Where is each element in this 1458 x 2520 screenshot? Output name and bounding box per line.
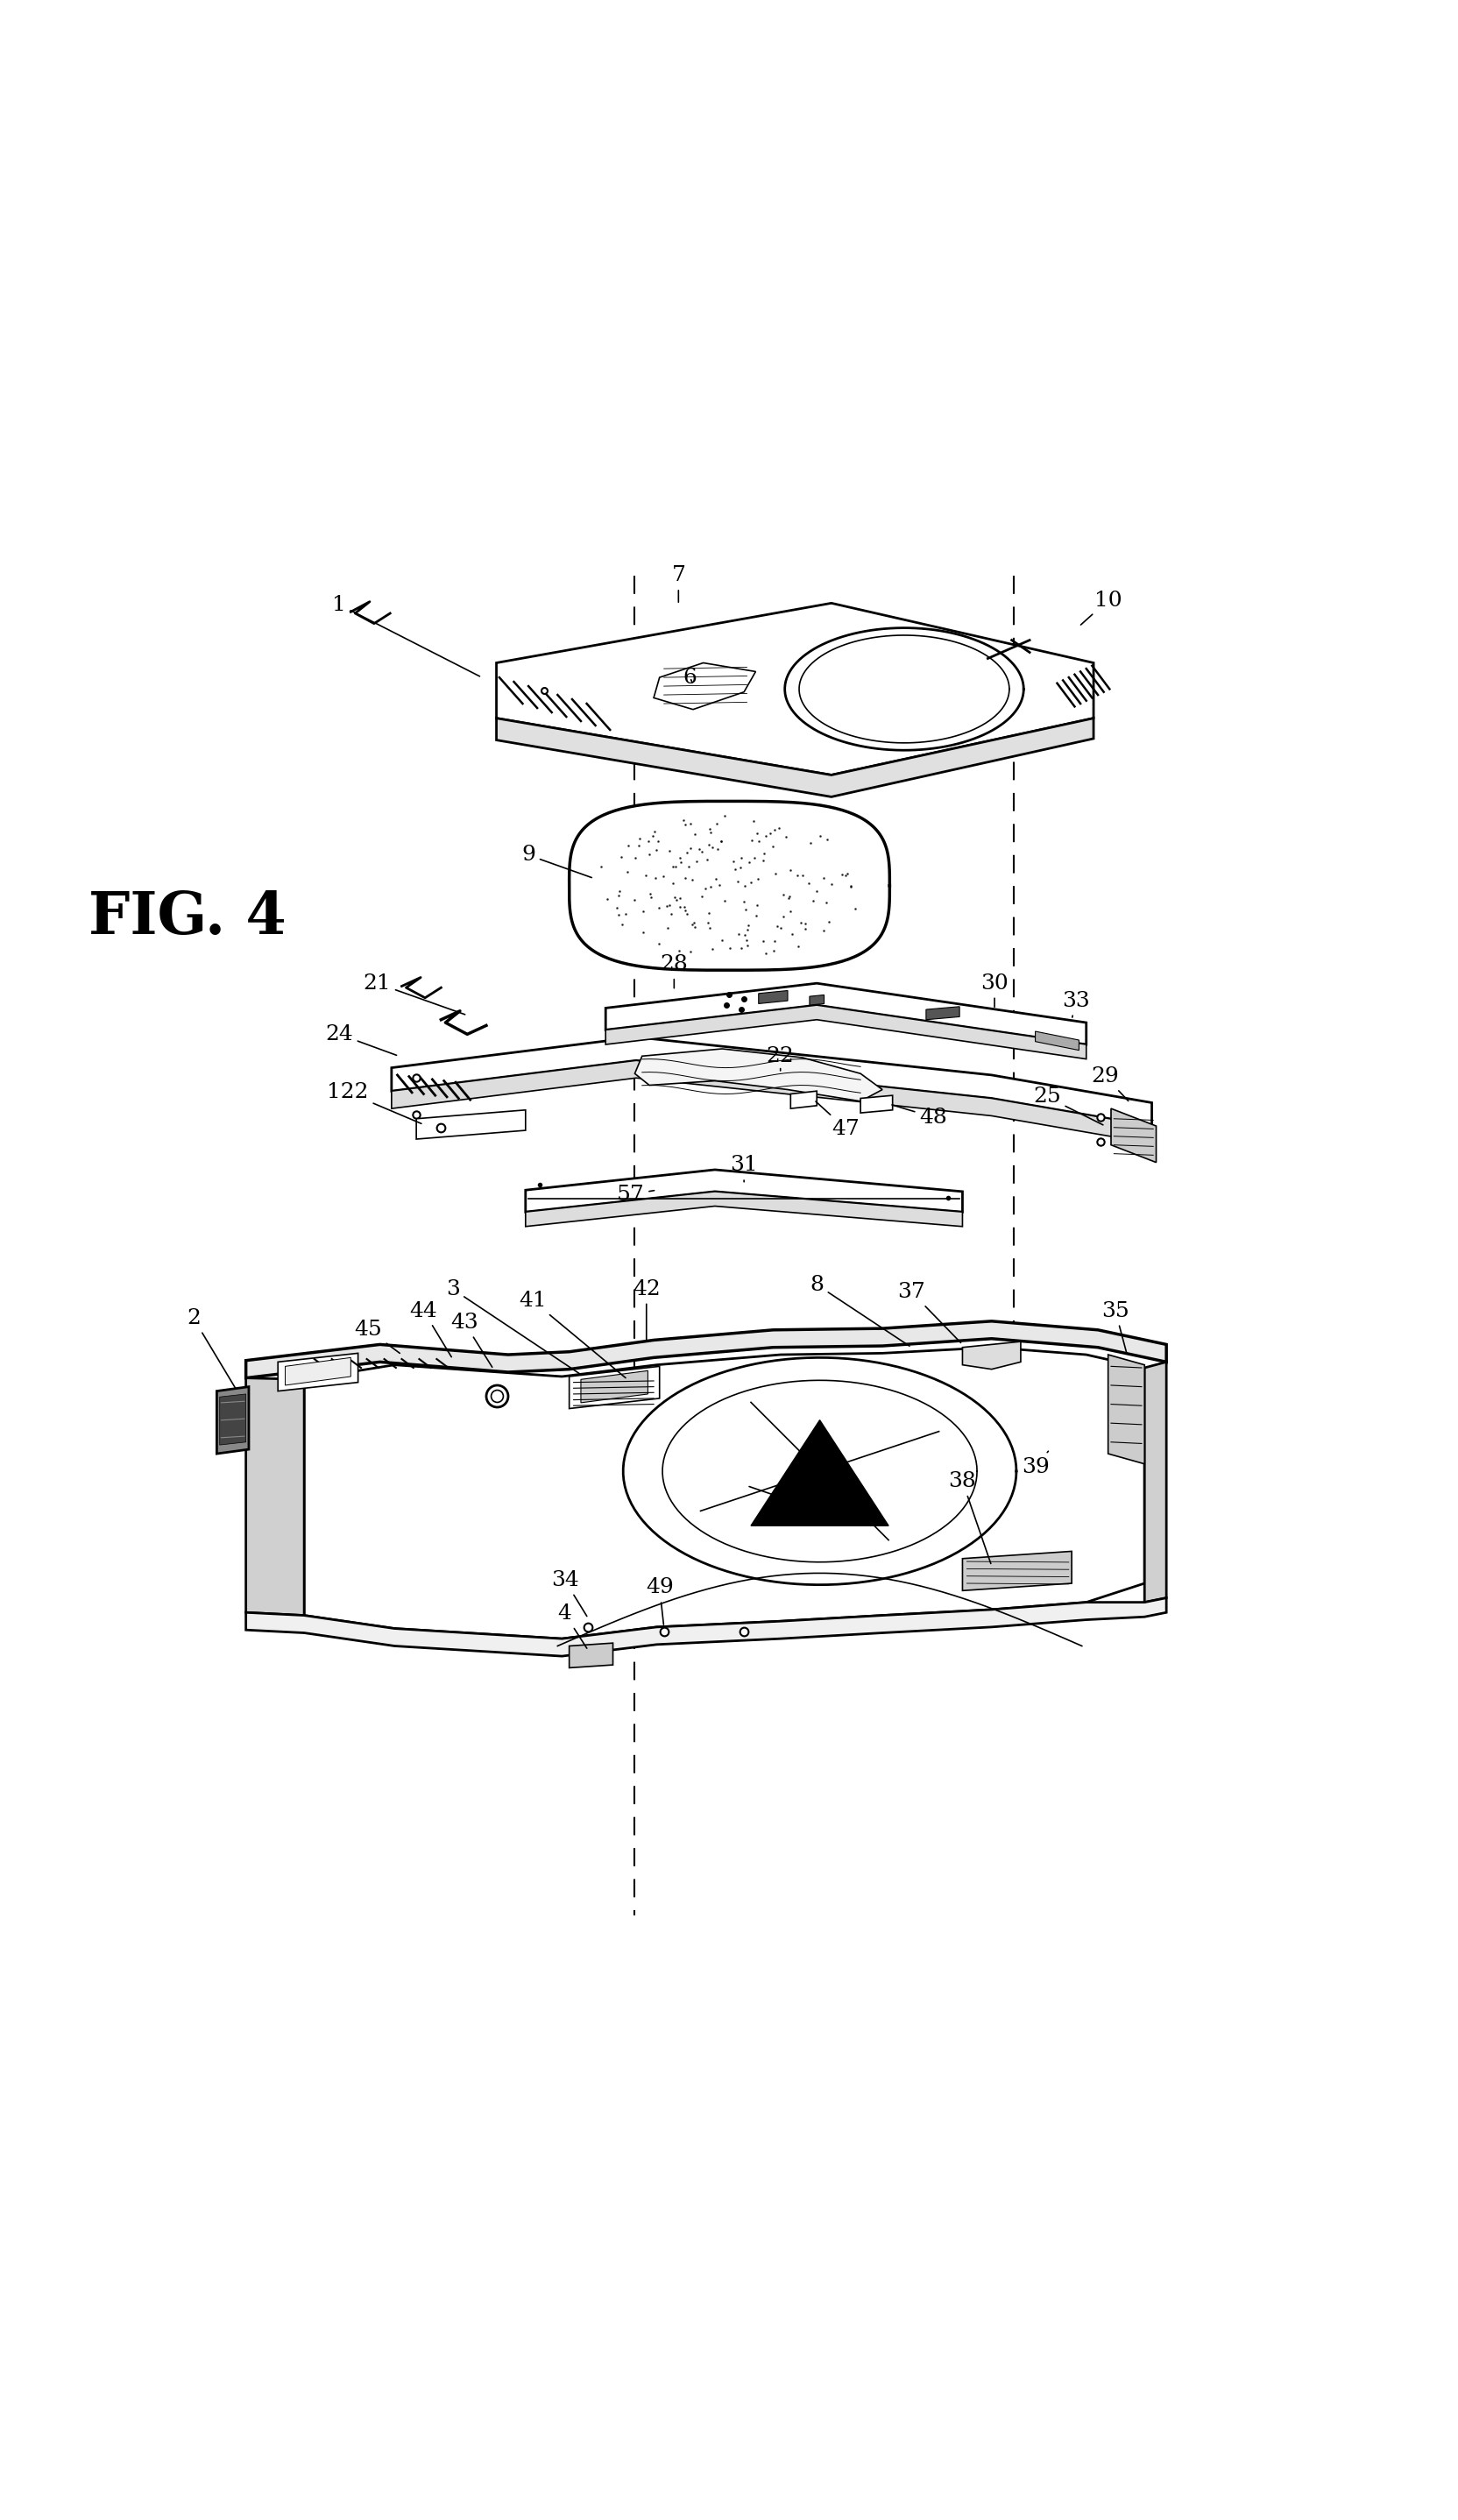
Polygon shape — [525, 1192, 962, 1227]
Text: 57: 57 — [617, 1184, 653, 1205]
Text: 37: 37 — [897, 1283, 961, 1343]
Text: 21: 21 — [363, 973, 465, 1016]
Polygon shape — [569, 801, 889, 970]
Text: 1: 1 — [332, 595, 480, 675]
Polygon shape — [220, 1394, 246, 1444]
Text: 43: 43 — [451, 1313, 491, 1368]
Text: FIG. 4: FIG. 4 — [89, 890, 286, 945]
Polygon shape — [605, 983, 1086, 1043]
Text: 44: 44 — [410, 1300, 451, 1356]
Polygon shape — [217, 1386, 249, 1454]
Polygon shape — [391, 1038, 1152, 1126]
Polygon shape — [926, 1005, 959, 1021]
Polygon shape — [809, 995, 824, 1005]
Polygon shape — [246, 1598, 1165, 1656]
Polygon shape — [246, 1378, 303, 1615]
Text: 7: 7 — [671, 564, 685, 602]
Text: 39: 39 — [1021, 1452, 1048, 1477]
Polygon shape — [580, 1371, 647, 1404]
Polygon shape — [391, 1061, 1152, 1144]
Text: 40: 40 — [749, 1487, 815, 1515]
Polygon shape — [653, 663, 755, 711]
Polygon shape — [1035, 1031, 1079, 1051]
Text: 9: 9 — [521, 844, 592, 877]
Text: 28: 28 — [660, 955, 688, 988]
Polygon shape — [962, 1341, 1021, 1368]
Polygon shape — [1145, 1361, 1165, 1603]
Text: 30: 30 — [980, 973, 1007, 1008]
Polygon shape — [246, 1320, 1165, 1378]
Polygon shape — [962, 1552, 1072, 1590]
Polygon shape — [278, 1353, 357, 1391]
Polygon shape — [286, 1358, 350, 1386]
Polygon shape — [496, 718, 1094, 796]
Text: 42: 42 — [633, 1280, 660, 1341]
Text: 122: 122 — [327, 1084, 421, 1124]
Polygon shape — [1111, 1109, 1156, 1162]
Text: 49: 49 — [646, 1578, 674, 1625]
Text: 31: 31 — [729, 1154, 757, 1182]
Text: 6: 6 — [682, 668, 697, 688]
Polygon shape — [751, 1421, 888, 1525]
Text: 10: 10 — [1080, 590, 1121, 625]
Text: 8: 8 — [809, 1275, 908, 1346]
Polygon shape — [525, 1169, 962, 1212]
Polygon shape — [416, 1109, 525, 1139]
Polygon shape — [605, 1005, 1086, 1058]
Text: 2: 2 — [187, 1308, 236, 1389]
Polygon shape — [569, 1366, 659, 1409]
Polygon shape — [790, 1091, 816, 1109]
Polygon shape — [634, 1048, 882, 1101]
Polygon shape — [569, 1643, 612, 1668]
Text: 33: 33 — [1061, 990, 1089, 1018]
Polygon shape — [1108, 1356, 1145, 1464]
Text: 22: 22 — [765, 1046, 793, 1071]
Polygon shape — [758, 990, 787, 1003]
Polygon shape — [860, 1096, 892, 1114]
Polygon shape — [303, 1348, 1145, 1638]
Text: 4: 4 — [557, 1603, 586, 1648]
Text: 38: 38 — [948, 1472, 990, 1562]
Text: 25: 25 — [1032, 1086, 1102, 1124]
Text: 3: 3 — [446, 1280, 582, 1376]
Text: 35: 35 — [1101, 1300, 1128, 1353]
Text: 48: 48 — [891, 1104, 946, 1126]
Text: 45: 45 — [354, 1320, 399, 1353]
Text: 47: 47 — [815, 1101, 859, 1139]
Polygon shape — [496, 602, 1094, 776]
Text: 41: 41 — [519, 1290, 625, 1378]
Text: 29: 29 — [1091, 1066, 1127, 1101]
Text: 34: 34 — [551, 1570, 586, 1615]
Text: 24: 24 — [325, 1023, 397, 1056]
